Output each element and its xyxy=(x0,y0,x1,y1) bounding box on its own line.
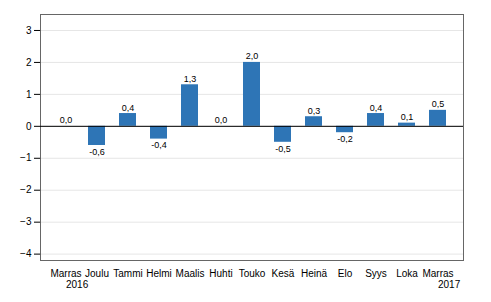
svg-text:Tammi: Tammi xyxy=(113,268,142,279)
svg-text:Syys: Syys xyxy=(365,268,387,279)
svg-text:0,5: 0,5 xyxy=(432,99,445,109)
svg-text:Elo: Elo xyxy=(338,268,353,279)
svg-text:Loka: Loka xyxy=(396,268,418,279)
svg-text:Kesä: Kesä xyxy=(272,268,295,279)
svg-text:-0,2: -0,2 xyxy=(337,134,353,144)
svg-text:3: 3 xyxy=(26,25,32,36)
svg-text:0,4: 0,4 xyxy=(122,103,135,113)
svg-text:2,0: 2,0 xyxy=(246,51,259,61)
svg-text:0,3: 0,3 xyxy=(308,106,321,116)
svg-text:2: 2 xyxy=(26,57,32,68)
svg-text:Huhti: Huhti xyxy=(209,268,232,279)
svg-text:0,1: 0,1 xyxy=(401,112,414,122)
svg-text:−3: −3 xyxy=(20,216,32,227)
svg-text:Joulu: Joulu xyxy=(85,268,109,279)
svg-text:-0,5: -0,5 xyxy=(275,144,291,154)
svg-text:Maalis: Maalis xyxy=(176,268,205,279)
svg-text:2017: 2017 xyxy=(438,279,461,290)
svg-text:1: 1 xyxy=(26,89,32,100)
svg-text:Heinä: Heinä xyxy=(301,268,328,279)
svg-text:-0,4: -0,4 xyxy=(151,140,167,150)
svg-text:Marras: Marras xyxy=(50,268,81,279)
svg-text:-0,6: -0,6 xyxy=(89,147,105,157)
svg-text:2016: 2016 xyxy=(66,279,89,290)
svg-text:0: 0 xyxy=(26,121,32,132)
svg-text:0,4: 0,4 xyxy=(370,103,383,113)
svg-text:Helmi: Helmi xyxy=(146,268,172,279)
svg-text:Touko: Touko xyxy=(239,268,266,279)
svg-text:1,3: 1,3 xyxy=(184,74,197,84)
svg-text:0,0: 0,0 xyxy=(215,115,228,125)
svg-text:−1: −1 xyxy=(20,152,32,163)
svg-text:−4: −4 xyxy=(20,248,32,259)
svg-text:Marras: Marras xyxy=(422,268,453,279)
svg-text:0,0: 0,0 xyxy=(60,115,73,125)
svg-text:−2: −2 xyxy=(20,184,32,195)
